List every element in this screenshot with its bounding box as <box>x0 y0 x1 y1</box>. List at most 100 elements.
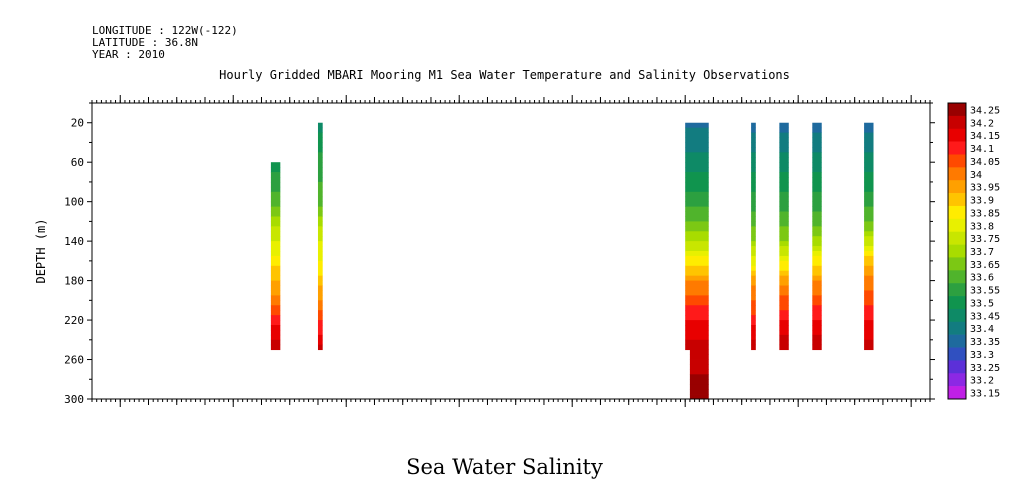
salinity-cell <box>685 285 709 291</box>
salinity-cell <box>812 137 822 143</box>
salinity-cell <box>779 310 789 316</box>
salinity-cell <box>779 295 789 301</box>
colorbar: 34.25 34.2 34.15 34.1 34.05 34 33.95 33.933.85 3… <box>947 102 1000 400</box>
salinity-cell <box>812 206 822 212</box>
salinity-cell <box>751 127 756 133</box>
colorbar-swatch <box>948 141 966 155</box>
salinity-cell <box>685 137 709 143</box>
salinity-cell <box>751 241 756 247</box>
salinity-cell <box>270 226 281 232</box>
salinity-cell <box>812 344 822 351</box>
salinity-cell <box>270 255 281 262</box>
salinity-cell <box>270 325 281 331</box>
salinity-cell <box>317 186 323 193</box>
salinity-cell <box>751 315 756 321</box>
colorbar-swatch <box>948 231 966 245</box>
salinity-cell <box>864 280 874 286</box>
salinity-cell <box>751 157 756 163</box>
x-axis-label: Sea Water Salinity <box>406 455 603 479</box>
salinity-cell <box>270 221 281 227</box>
salinity-cell <box>270 231 281 237</box>
salinity-cell <box>751 260 756 267</box>
salinity-cell <box>270 260 281 267</box>
salinity-cell <box>317 310 323 316</box>
salinity-cell <box>779 211 789 217</box>
salinity-cell <box>751 206 756 212</box>
salinity-cell <box>270 339 281 346</box>
salinity-cell <box>317 191 323 198</box>
colorbar-label: 33.35 <box>970 337 1000 348</box>
salinity-cell <box>751 290 756 296</box>
salinity-cell <box>751 325 756 331</box>
salinity-cell <box>751 177 756 183</box>
salinity-cell <box>751 320 756 326</box>
salinity-cell <box>317 226 323 232</box>
chart-title: Hourly Gridded MBARI Mooring M1 Sea Wate… <box>219 68 790 82</box>
salinity-cell <box>685 201 709 207</box>
salinity-cell <box>685 211 709 217</box>
salinity-cell <box>317 280 323 286</box>
salinity-cell <box>864 305 874 311</box>
salinity-cell <box>779 236 789 242</box>
colorbar-label: 33.9 <box>970 196 994 207</box>
salinity-cell <box>317 300 323 306</box>
salinity-cell <box>751 236 756 242</box>
colorbar-label: 33.65 <box>970 260 1000 271</box>
salinity-cell <box>685 344 709 351</box>
salinity-cell <box>685 339 709 346</box>
salinity-cell <box>270 186 281 193</box>
colorbar-label: 33.15 <box>970 389 1000 400</box>
salinity-cell <box>689 354 709 360</box>
y-tick-label: 20 <box>71 117 84 130</box>
heatmap-cells <box>270 122 874 400</box>
salinity-cell <box>317 295 323 301</box>
salinity-cell <box>812 162 822 168</box>
salinity-cell <box>864 157 874 163</box>
salinity-cell <box>812 251 822 257</box>
salinity-cell <box>779 221 789 227</box>
salinity-cell <box>317 325 323 331</box>
salinity-cell <box>751 334 756 341</box>
salinity-cell <box>812 226 822 232</box>
salinity-cell <box>779 181 789 188</box>
salinity-cell <box>812 334 822 341</box>
salinity-cell <box>317 181 323 188</box>
colorbar-label: 33.8 <box>970 221 994 232</box>
colorbar-label: 34.05 <box>970 157 1000 168</box>
salinity-cell <box>812 147 822 153</box>
longitude-label: LONGITUDE : 122W(-122) <box>92 24 238 37</box>
salinity-cell <box>779 157 789 163</box>
salinity-cell <box>317 221 323 227</box>
salinity-cell <box>317 177 323 183</box>
salinity-cell <box>751 152 756 158</box>
salinity-cell <box>751 122 756 129</box>
salinity-cell <box>812 201 822 207</box>
salinity-cell <box>864 241 874 247</box>
y-axis-label: DEPTH (m) <box>34 218 48 283</box>
salinity-cell <box>812 221 822 227</box>
salinity-cell <box>689 389 709 395</box>
salinity-cell <box>864 142 874 148</box>
salinity-cell <box>812 216 822 222</box>
salinity-cell <box>864 132 874 138</box>
salinity-cell <box>779 344 789 351</box>
salinity-cell <box>270 162 281 168</box>
salinity-cell <box>317 320 323 326</box>
salinity-cell <box>751 211 756 217</box>
salinity-cell <box>685 246 709 252</box>
salinity-cell <box>270 172 281 178</box>
colorbar-swatch <box>948 193 966 207</box>
salinity-cell <box>751 265 756 272</box>
salinity-cell <box>317 201 323 207</box>
salinity-cell <box>685 334 709 341</box>
salinity-cell <box>864 236 874 242</box>
salinity-cell <box>317 339 323 346</box>
salinity-cell <box>864 137 874 143</box>
colorbar-label: 33.45 <box>970 311 1000 322</box>
salinity-cell <box>779 196 789 203</box>
salinity-cell <box>751 216 756 222</box>
latitude-label: LATITUDE : 36.8N <box>92 36 198 49</box>
salinity-cell <box>812 236 822 242</box>
salinity-cell <box>812 255 822 262</box>
